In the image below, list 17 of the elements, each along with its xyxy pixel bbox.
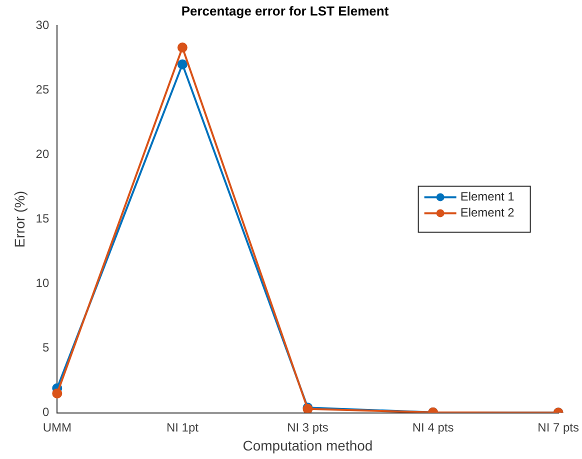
y-tick-label: 10 xyxy=(36,276,50,290)
chart-title: Percentage error for LST Element xyxy=(181,3,390,18)
legend-label: Element 1 xyxy=(460,190,515,204)
y-axis-title: Error (%) xyxy=(11,190,28,248)
x-axis-title: Computation method xyxy=(242,437,373,454)
legend-label: Element 2 xyxy=(460,206,515,220)
x-tick-label: NI 1pt xyxy=(166,420,200,434)
y-tick-label: 5 xyxy=(42,340,50,355)
y-tick-label: 0 xyxy=(42,405,50,420)
x-tick-label: NI 4 pts xyxy=(412,420,454,434)
y-tick-label: 20 xyxy=(36,146,50,161)
y-tick-label: 25 xyxy=(36,82,50,96)
x-tick-label: NI 3 pts xyxy=(287,420,328,434)
x-tick-label: NI 7 pts xyxy=(538,420,580,434)
x-tick-label: UMM xyxy=(42,420,72,434)
y-tick-label: 15 xyxy=(36,212,50,226)
y-tick-label: 30 xyxy=(36,18,50,32)
